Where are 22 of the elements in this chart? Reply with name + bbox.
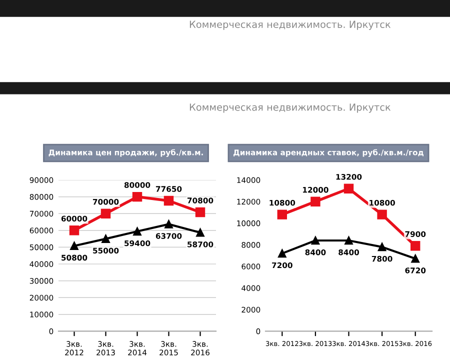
point [69, 226, 80, 236]
point [310, 196, 320, 206]
point [311, 236, 320, 245]
point [278, 249, 286, 258]
point [133, 227, 142, 236]
point [344, 184, 354, 194]
point [100, 208, 111, 218]
point [102, 234, 110, 243]
point [70, 242, 78, 250]
point [411, 254, 420, 263]
point [196, 228, 204, 237]
point [132, 192, 142, 202]
point [195, 207, 206, 218]
point [378, 242, 386, 252]
point [164, 220, 173, 228]
text: Коммерческая недвижимость. Иркутск [190, 20, 391, 30]
point [377, 210, 387, 220]
point [277, 210, 288, 220]
text: Коммерческая недвижимость. Иркутск [190, 104, 391, 113]
point [344, 236, 353, 245]
point [410, 241, 420, 251]
point [164, 196, 174, 206]
